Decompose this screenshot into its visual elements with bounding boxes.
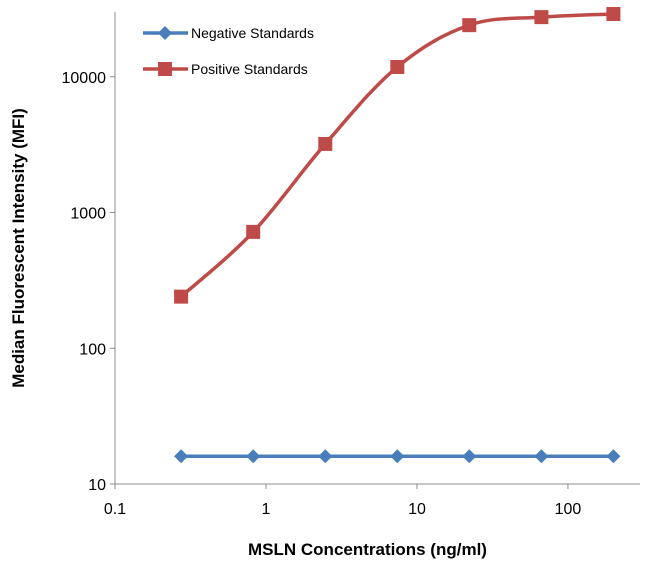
data-point bbox=[390, 60, 405, 75]
x-tick-label: 1 bbox=[262, 501, 271, 518]
x-axis-title: MSLN Concentrations (ng/ml) bbox=[248, 540, 487, 559]
legend-item: Positive Standards bbox=[143, 61, 308, 77]
data-point bbox=[606, 6, 621, 21]
legend: Negative Standards Positive Standards bbox=[143, 25, 314, 77]
y-axis-title: Median Fluorescent Intensity (MFI) bbox=[9, 108, 28, 388]
y-tick-label: 100 bbox=[79, 341, 106, 358]
y-tick-label: 1000 bbox=[70, 206, 106, 223]
data-point bbox=[318, 136, 333, 151]
series-line bbox=[179, 12, 614, 298]
legend-label: Negative Standards bbox=[191, 25, 314, 41]
x-axis-ticks: 0.1 1 10 100 bbox=[104, 484, 582, 518]
y-axis-ticks: 10 100 1000 10000 bbox=[62, 70, 115, 494]
data-point bbox=[462, 449, 477, 464]
data-point bbox=[318, 449, 333, 464]
y-tick-label: 10 bbox=[88, 477, 106, 494]
data-point bbox=[534, 449, 549, 464]
legend-marker bbox=[158, 62, 172, 76]
series-negative-standards bbox=[174, 449, 621, 464]
y-tick-label: 10000 bbox=[62, 70, 107, 87]
legend-marker bbox=[158, 26, 172, 40]
data-point bbox=[534, 10, 549, 25]
data-point bbox=[390, 449, 405, 464]
legend-label: Positive Standards bbox=[191, 61, 308, 77]
data-point bbox=[462, 18, 477, 33]
plot-area: 10 100 1000 10000 0.1 1 10 100 bbox=[62, 6, 640, 518]
data-point bbox=[606, 449, 621, 464]
x-tick-label: 10 bbox=[408, 501, 426, 518]
series-layer bbox=[174, 6, 621, 464]
x-tick-label: 100 bbox=[555, 501, 582, 518]
data-point bbox=[246, 449, 261, 464]
data-point bbox=[174, 449, 189, 464]
data-point bbox=[174, 289, 189, 304]
x-tick-label: 0.1 bbox=[104, 501, 126, 518]
data-point bbox=[246, 224, 261, 239]
legend-item: Negative Standards bbox=[143, 25, 314, 41]
series-positive-standards bbox=[174, 6, 621, 304]
